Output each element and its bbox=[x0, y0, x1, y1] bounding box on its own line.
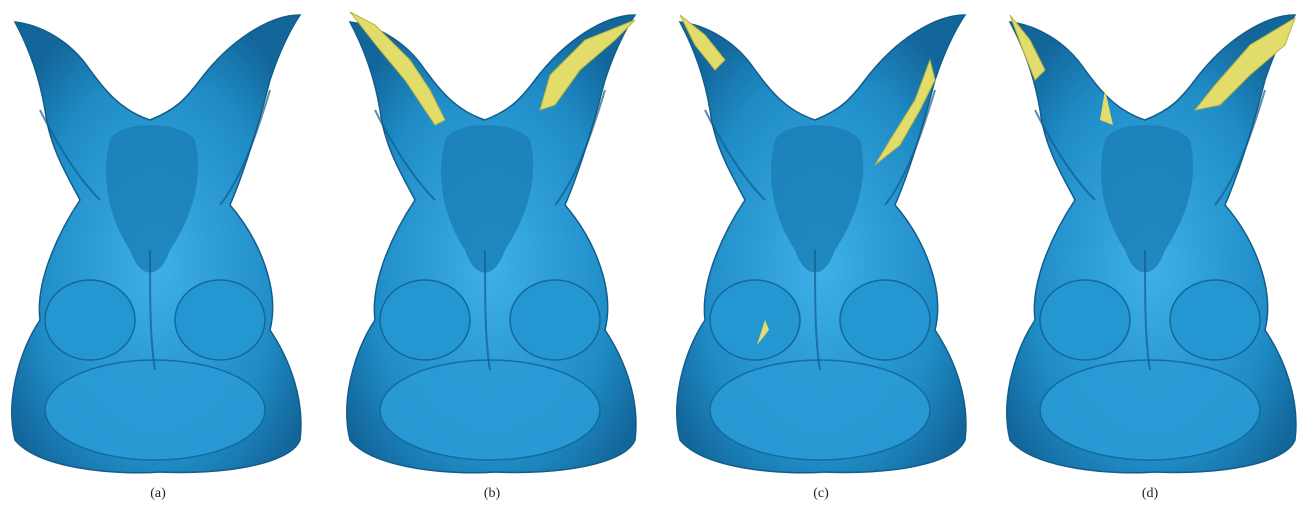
figure: (a) (b) (c) (d) bbox=[0, 0, 1312, 513]
panel-d bbox=[1007, 15, 1296, 473]
panel-c bbox=[677, 15, 966, 473]
panel-label: (b) bbox=[484, 486, 501, 501]
page: (a) (b) (c) (d) (() => { const data = JS… bbox=[0, 0, 1312, 513]
panel-a bbox=[12, 15, 301, 473]
panel-label: (c) bbox=[813, 486, 829, 501]
panel-label: (d) bbox=[1142, 486, 1159, 501]
panel-b bbox=[347, 12, 636, 473]
panel-label: (a) bbox=[150, 486, 166, 501]
